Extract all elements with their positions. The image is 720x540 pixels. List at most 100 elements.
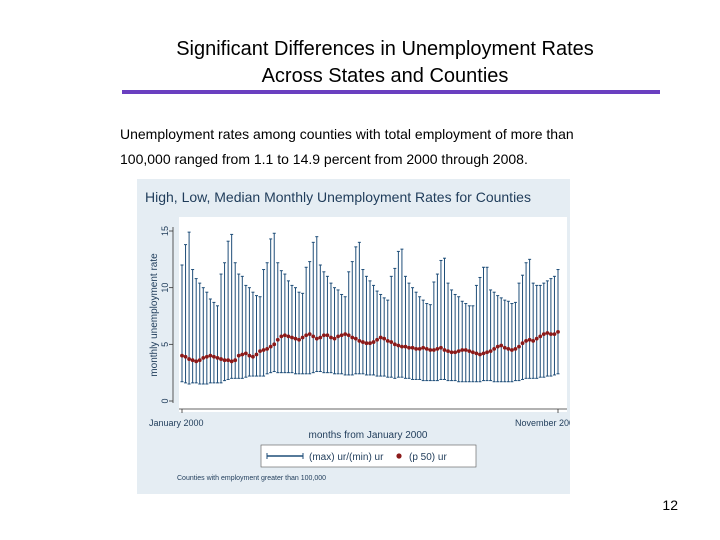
median-point (247, 353, 252, 358)
median-point (215, 356, 220, 360)
median-point (371, 340, 376, 344)
median-point (300, 335, 305, 340)
median-point (481, 351, 486, 356)
median-point (509, 348, 514, 352)
legend-median-label: (p 50) ur (409, 452, 447, 463)
median-point (442, 348, 447, 352)
y-tick-label: 5 (160, 342, 170, 347)
median-point (240, 352, 245, 357)
x-axis: January 2000 November 2008 (149, 408, 570, 428)
median-point (233, 358, 238, 363)
median-point (524, 339, 528, 343)
legend-range-label: (max) ur/(min) ur (309, 452, 384, 463)
median-point (290, 335, 294, 340)
median-point (506, 346, 511, 351)
median-point (463, 348, 468, 352)
median-point (243, 351, 248, 356)
slide-title-line-1: Significant Differences in Unemployment … (176, 38, 594, 60)
median-point (275, 337, 280, 342)
median-point (478, 352, 482, 357)
median-point (258, 349, 262, 354)
median-point (343, 332, 348, 337)
median-point (201, 356, 206, 360)
median-point (407, 345, 411, 350)
median-point (261, 348, 266, 352)
median-point (403, 344, 408, 349)
median-point (439, 345, 443, 350)
median-point (251, 354, 255, 359)
median-point (361, 340, 365, 344)
y-tick-label: 10 (160, 283, 170, 293)
median-point (495, 344, 500, 349)
legend-box (260, 444, 477, 468)
median-point (268, 344, 273, 349)
median-point (293, 336, 298, 341)
median-point (545, 331, 550, 335)
median-point (378, 335, 383, 340)
median-point (339, 333, 344, 338)
median-point (531, 339, 536, 343)
median-point (470, 350, 475, 355)
median-point (318, 335, 323, 340)
median-point (226, 358, 231, 363)
median-point (492, 346, 497, 351)
median-point (183, 354, 188, 359)
median-point (321, 333, 326, 338)
y-tick-label: 0 (160, 398, 170, 403)
median-point (180, 353, 184, 358)
series-layer (180, 231, 560, 385)
median-point (382, 336, 387, 341)
median-point (282, 333, 287, 338)
median-point (400, 344, 404, 349)
y-axis-label: monthly unemployment rate (149, 253, 160, 377)
median-point (556, 329, 560, 334)
median-point (279, 334, 284, 339)
plot-area (179, 217, 567, 412)
median-point (549, 332, 553, 337)
median-point (392, 342, 397, 347)
median-point (538, 334, 543, 339)
legend-median-swatch (396, 453, 402, 459)
median-point (467, 349, 472, 354)
median-point (499, 343, 504, 348)
median-point (513, 346, 518, 351)
median-point (265, 346, 270, 351)
median-point (446, 349, 450, 354)
median-point (389, 340, 394, 344)
median-point (453, 350, 458, 355)
median-point (286, 334, 291, 339)
median-point (236, 353, 241, 358)
chart-panel: High, Low, Median Monthly Unemployment R… (137, 179, 570, 494)
median-point (449, 350, 454, 355)
body-text-line-1: Unemployment rates among counties with t… (120, 126, 574, 142)
median-point (325, 333, 330, 338)
median-point (460, 348, 465, 352)
median-point (424, 346, 429, 351)
median-point (502, 345, 507, 350)
body-text-line-2: 100,000 ranged from 1.1 to 14.9 percent … (120, 151, 528, 167)
unemployment-chart: High, Low, Median Monthly Unemployment R… (145, 189, 570, 482)
slide-title: Significant Differences in Unemployment … (100, 36, 670, 90)
median-point (396, 343, 401, 348)
median-point (197, 358, 202, 363)
median-point (517, 344, 521, 349)
median-point (520, 341, 525, 346)
median-point (421, 345, 426, 350)
median-point (353, 336, 358, 341)
median-point (431, 348, 436, 352)
median-point (222, 358, 227, 363)
median-point (304, 333, 309, 338)
y-axis: 0 5 10 15 (160, 226, 174, 404)
median-point (208, 353, 213, 358)
median-point (194, 359, 199, 364)
median-point (336, 334, 340, 339)
slide-body-text: Unemployment rates among counties with t… (120, 122, 680, 172)
median-point (297, 337, 301, 342)
legend: (max) ur/(min) ur (p 50) ur (260, 444, 477, 468)
median-point (410, 345, 415, 350)
median-point (364, 341, 369, 346)
median-point (307, 332, 312, 337)
median-point (456, 349, 461, 354)
title-rule (122, 90, 660, 94)
median-point (488, 349, 493, 354)
